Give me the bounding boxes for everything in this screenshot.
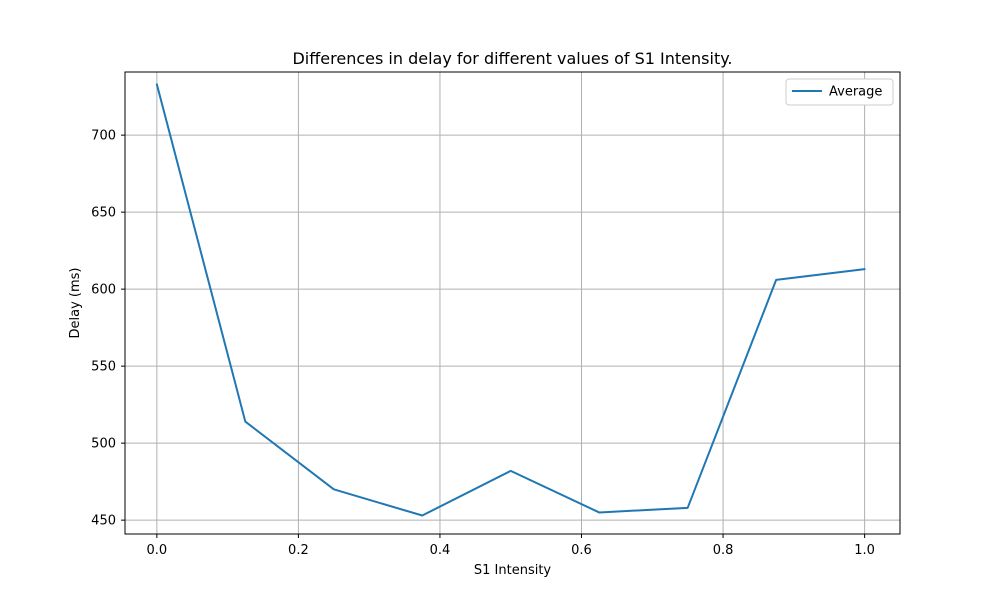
grid-layer bbox=[125, 72, 900, 534]
x-tick-label: 0.0 bbox=[147, 543, 168, 558]
x-tick-label: 1.0 bbox=[854, 543, 875, 558]
plot-frame bbox=[124, 71, 901, 535]
series-layer bbox=[155, 83, 866, 517]
y-tick-label: 650 bbox=[91, 206, 116, 221]
chart-title: Differences in delay for different value… bbox=[292, 49, 732, 68]
y-tick-label: 450 bbox=[91, 514, 116, 529]
x-tick-label: 0.2 bbox=[288, 543, 309, 558]
y-tick-label: 700 bbox=[91, 129, 116, 144]
y-tick-label: 600 bbox=[91, 283, 116, 298]
y-axis-label: Delay (ms) bbox=[68, 268, 83, 339]
legend-box bbox=[785, 78, 894, 106]
y-tick-label: 500 bbox=[91, 437, 116, 452]
legend-label: Average bbox=[829, 85, 882, 100]
x-axis-label: S1 Intensity bbox=[474, 563, 552, 578]
series-line-average bbox=[155, 83, 866, 517]
y-tick-label: 550 bbox=[91, 360, 116, 375]
x-tick-label: 0.4 bbox=[430, 543, 451, 558]
legend: Average bbox=[785, 78, 894, 106]
x-tick-label: 0.6 bbox=[571, 543, 592, 558]
y-axis: 450 500 550 600 650 700 bbox=[91, 129, 125, 529]
x-axis: 0.0 0.2 0.4 0.6 0.8 1.0 bbox=[147, 534, 875, 558]
x-tick-label: 0.8 bbox=[713, 543, 734, 558]
